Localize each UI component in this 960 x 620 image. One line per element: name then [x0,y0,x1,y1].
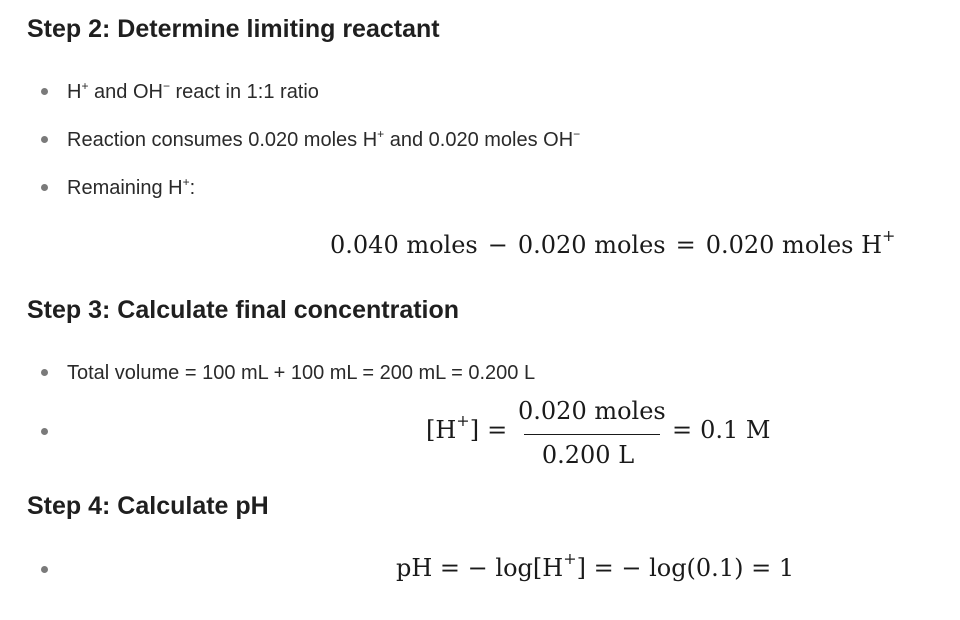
list-item: Reaction consumes 0.020 moles H+ and 0.0… [0,124,960,156]
fraction-numerator: 0.020 moles [518,397,666,425]
step-4-heading: Step 4: Calculate pH [27,492,269,520]
bullet-text: Remaining H+: [67,175,196,199]
bullet-text: H+ and OH− react in 1:1 ratio [67,79,319,103]
step-3-heading: Step 3: Calculate final concentration [27,296,460,324]
concentration-result: = 0.1 M [672,416,771,444]
bullet-icon [41,88,48,95]
list-item: Total volume = 100 mL + 100 mL = 200 mL … [0,357,960,389]
fraction-denominator: 0.200 L [541,441,635,469]
list-item [0,554,960,586]
ph-equation: pH = − log[H+] = − log(0.1) = 1 [396,549,795,583]
list-item: Remaining H+: [0,172,960,204]
concentration-fraction: 0.020 moles 0.200 L [518,394,666,470]
bullet-icon [41,184,48,191]
remaining-h-equation: 0.040 moles −0.020 moles = 0.020 moles H+ [330,226,896,260]
concentration-lhs: [H+] = [426,411,508,445]
bullet-icon [41,136,48,143]
bullet-text: Total volume = 100 mL + 100 mL = 200 mL … [67,362,536,384]
bullet-icon [41,428,48,435]
bullet-icon [41,566,48,573]
bullet-text: Reaction consumes 0.020 moles H+ and 0.0… [67,127,581,151]
list-item: H+ and OH− react in 1:1 ratio [0,76,960,108]
list-item [0,416,960,448]
step-2-heading: Step 2: Determine limiting reactant [27,15,440,43]
bullet-icon [41,369,48,376]
fraction-bar [524,434,660,435]
